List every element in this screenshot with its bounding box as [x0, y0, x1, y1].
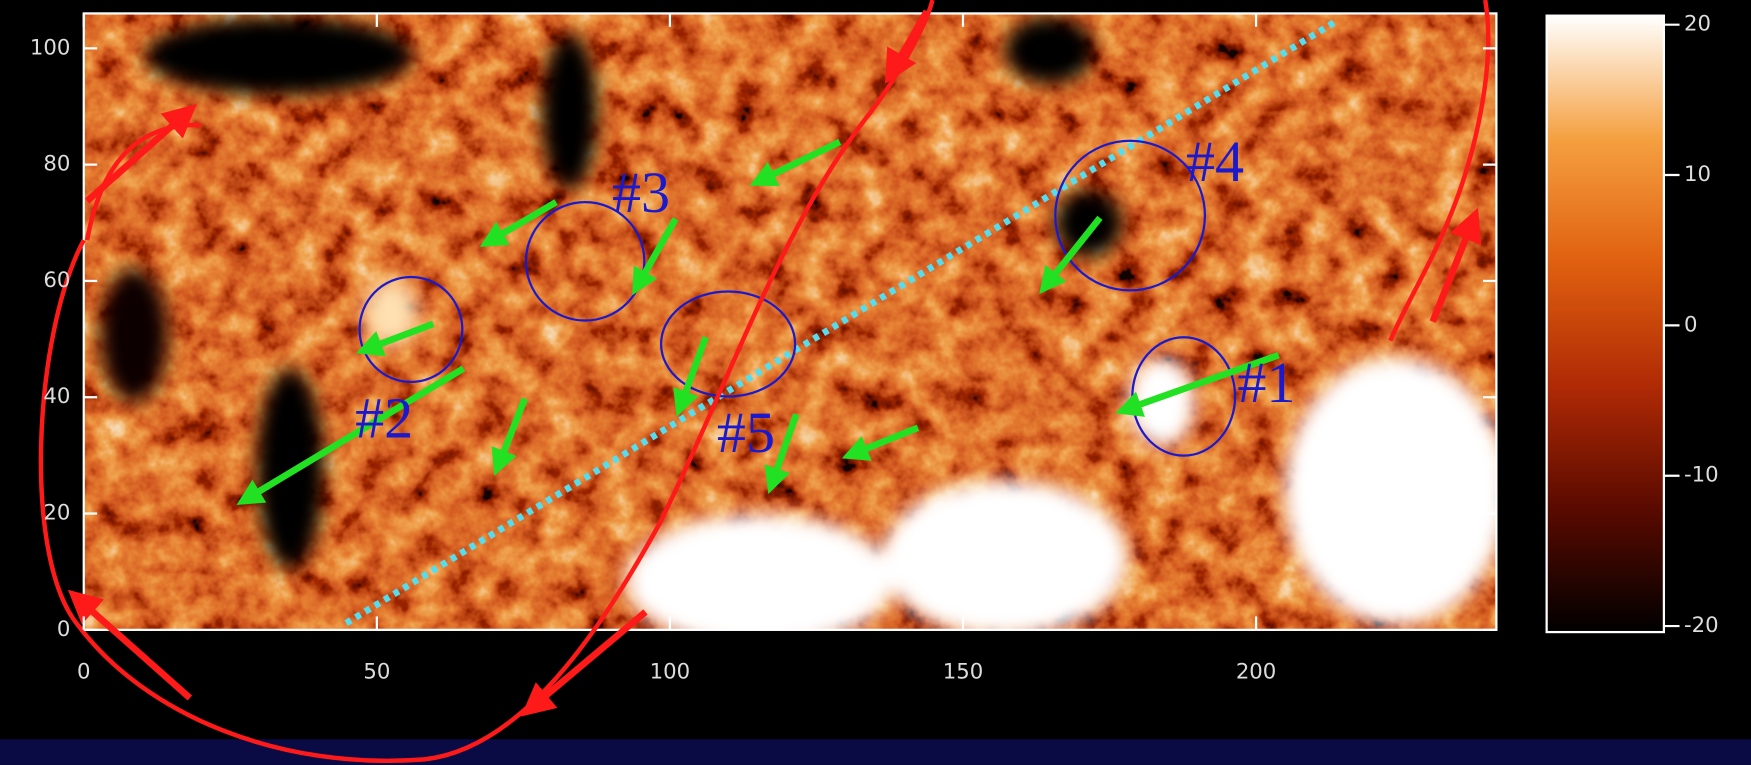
circle: [1054, 139, 1207, 292]
colorbar: [1545, 14, 1666, 634]
y-tick-label: 60: [43, 268, 70, 293]
circle: [659, 290, 797, 398]
y-tick-label: 40: [43, 384, 70, 409]
x-tick-label: 0: [77, 659, 90, 684]
colorbar-tick-label: 20: [1684, 12, 1711, 37]
x-tick-label: 100: [650, 659, 690, 684]
colorbar-tick-label: 0: [1684, 312, 1698, 337]
annotation-label: #5: [717, 400, 775, 465]
heatmap: [83, 13, 1497, 630]
annotation-label: #4: [1186, 129, 1244, 194]
x-tick-label: 150: [943, 659, 983, 684]
colorbar-tick-label: -10: [1684, 463, 1719, 488]
plot-frame: [82, 12, 1498, 631]
red-arrows: [67, 9, 1482, 717]
circle: [358, 275, 464, 384]
annotation-label: #2: [355, 386, 413, 451]
annotation-label: #1: [1237, 350, 1295, 415]
colorbar-tick-label: 10: [1684, 162, 1711, 187]
annotations-layer: [38, 0, 1491, 764]
colorbar-tick-label: -20: [1684, 613, 1719, 638]
green-arrows: [236, 138, 1280, 505]
y-tick-label: 100: [30, 35, 70, 60]
annotation-label: #3: [612, 160, 670, 225]
y-tick-label: 0: [57, 617, 71, 642]
x-tick-label: 200: [1236, 659, 1276, 684]
circle: [524, 201, 646, 322]
dotted-line: [344, 19, 1337, 627]
y-tick-label: 80: [43, 152, 70, 177]
x-tick-label: 50: [363, 659, 390, 684]
y-tick-label: 20: [43, 501, 70, 526]
